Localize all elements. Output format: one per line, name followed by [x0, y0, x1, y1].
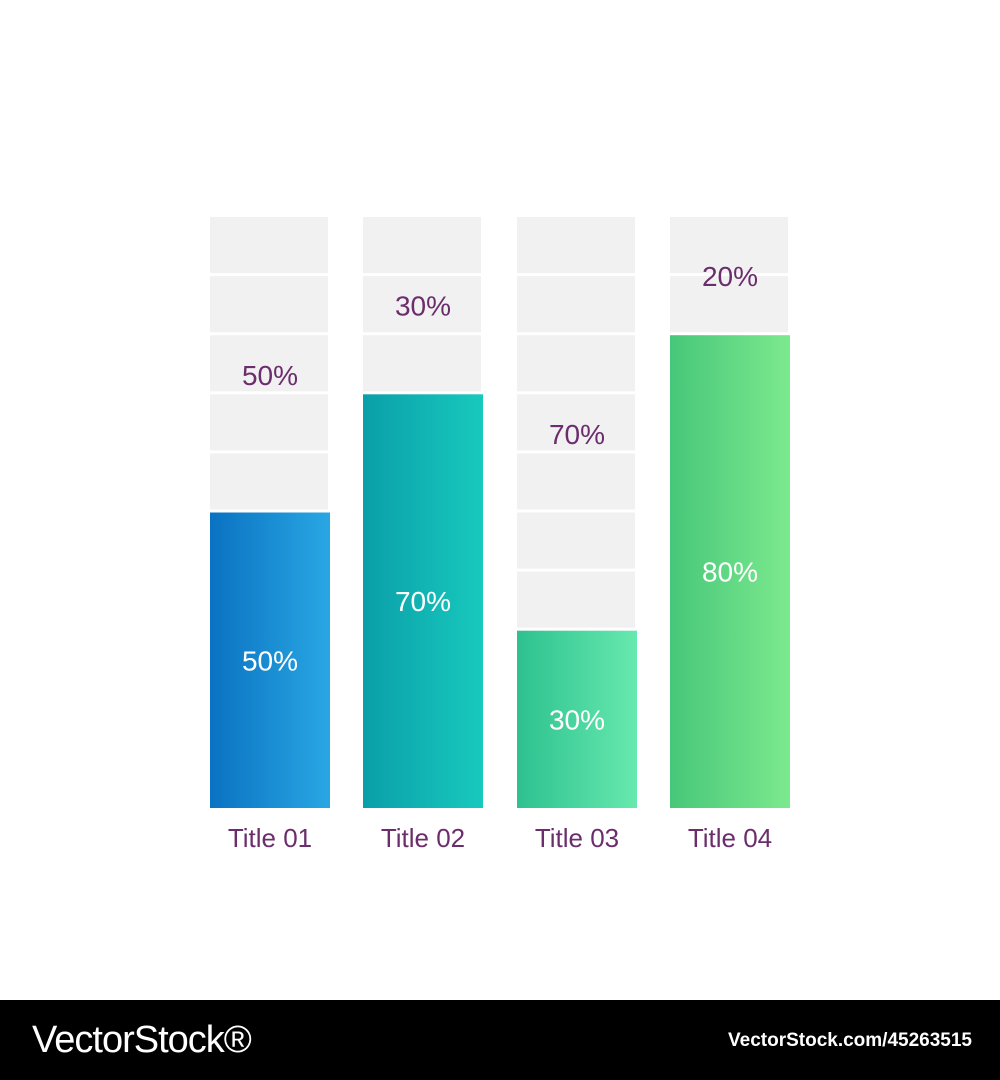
remainder-segment	[517, 512, 635, 569]
bar-1	[210, 512, 330, 808]
remainder-segment	[670, 217, 788, 274]
remainder-segment	[517, 394, 635, 451]
bar-3	[517, 630, 637, 808]
remainder-segment	[210, 453, 328, 510]
remainder-segment	[517, 335, 635, 392]
category-label: Title 03	[535, 823, 619, 853]
bar-value-label: 70%	[395, 586, 451, 617]
remainder-segment	[210, 394, 328, 451]
bar-value-label: 30%	[549, 704, 605, 735]
remainder-segment	[210, 335, 328, 392]
bar-2	[363, 394, 483, 808]
remainder-value-label: 50%	[242, 360, 298, 391]
bar-value-label: 50%	[242, 645, 298, 676]
remainder-segment	[517, 571, 635, 628]
remainder-segment	[363, 276, 481, 333]
remainder-segment	[363, 335, 481, 392]
bars-layer	[210, 217, 790, 808]
remainder-segment	[363, 217, 481, 274]
remainder-segment	[517, 453, 635, 510]
category-label: Title 01	[228, 823, 312, 853]
bar-chart: 50% 50% Title 01 70% 30% Title 02 30% 70% Title …	[210, 217, 790, 853]
remainder-segment	[210, 276, 328, 333]
remainder-segment	[517, 217, 635, 274]
bar-value-label: 80%	[702, 557, 758, 588]
watermark-footer: VectorStock® VectorStock.com/45263515	[0, 1000, 1000, 1080]
vectorstock-logo: VectorStock®	[32, 1019, 252, 1061]
remainder-value-label: 30%	[395, 291, 451, 322]
remainder-segment	[517, 276, 635, 333]
remainder-value-label: 70%	[549, 419, 605, 450]
remainder-value-label: 20%	[702, 261, 758, 292]
category-label: Title 04	[688, 823, 772, 853]
chart-svg: 50% 50% Title 01 70% 30% Title 02 30% 70% Title …	[210, 217, 790, 853]
category-label: Title 02	[381, 823, 465, 853]
labels-layer: 50% 50% Title 01 70% 30% Title 02 30% 70% Title …	[228, 261, 772, 853]
bar-4	[670, 335, 790, 808]
image-id-text: VectorStock.com/45263515	[728, 1030, 972, 1051]
remainder-segment	[210, 217, 328, 274]
remainder-segment	[670, 276, 788, 333]
